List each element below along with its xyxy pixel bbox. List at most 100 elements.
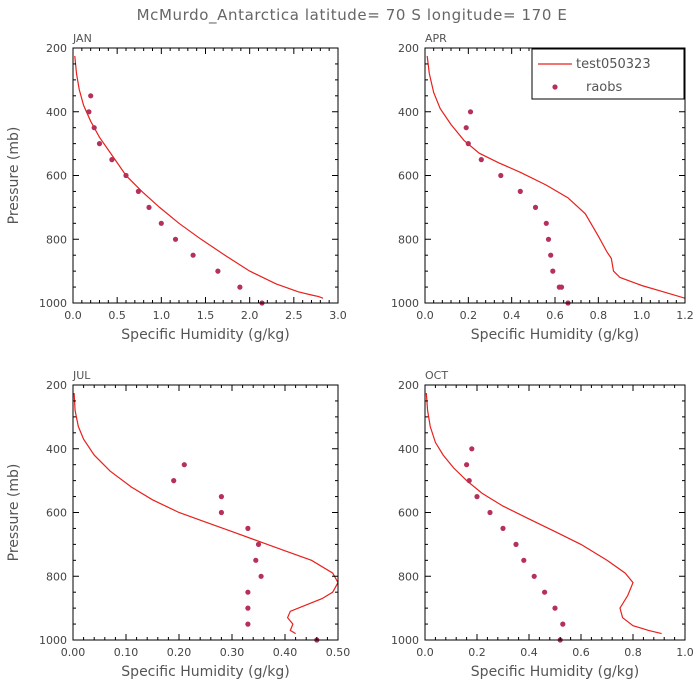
- obs-point: [465, 141, 471, 147]
- x-tick-label: 0.5: [108, 309, 126, 322]
- y-tick-label: 800: [46, 233, 67, 246]
- obs-point: [109, 157, 115, 163]
- x-tick-label: 1.0: [633, 309, 651, 322]
- obs-point: [474, 494, 480, 500]
- y-tick-label: 600: [46, 507, 67, 520]
- panel-apr: APR 0.0 0.2 0.4 0.6 0.8 1.0 1.2 200 400 600 800 1000…: [391, 32, 694, 343]
- x-tick-label: 1.2: [676, 309, 694, 322]
- y-tick-label: 400: [398, 443, 419, 456]
- obs-point: [123, 172, 129, 179]
- x-tick-label: 0.4: [503, 309, 521, 322]
- obs-point: [258, 573, 264, 579]
- x-tick-label: 0.10: [114, 646, 139, 659]
- legend-obs-swatch: [552, 84, 558, 90]
- obs-point: [91, 125, 97, 131]
- panel-title: JUL: [72, 369, 91, 382]
- panel-title: OCT: [425, 369, 448, 382]
- x-tick-label: 0.2: [460, 309, 478, 322]
- obs-point: [135, 188, 141, 194]
- y-tick-label: 200: [46, 379, 67, 392]
- panel-title: JAN: [72, 32, 92, 45]
- obs-point: [469, 446, 475, 452]
- obs-point: [464, 462, 470, 468]
- plot-frame: [424, 384, 686, 641]
- obs-point: [245, 621, 251, 627]
- y-tick-label: 1000: [39, 634, 67, 647]
- x-tick-label: 0.30: [220, 646, 245, 659]
- obs-point: [463, 125, 469, 131]
- obs-point: [550, 268, 556, 274]
- x-tick-label: 3.0: [329, 309, 347, 322]
- obs-point: [190, 252, 196, 258]
- x-tick-label: 0.50: [326, 646, 351, 659]
- y-tick-label: 200: [398, 42, 419, 55]
- x-tick-label: 0.20: [167, 646, 192, 659]
- x-tick-label: 0.0: [416, 646, 434, 659]
- obs-point: [215, 268, 221, 274]
- obs-point: [181, 462, 187, 468]
- y-tick-label: 800: [398, 233, 419, 246]
- plot-frame: [72, 384, 339, 641]
- x-tick-label: 0.0: [64, 309, 82, 322]
- y-axis-label: Pressure (mb): [6, 464, 22, 562]
- panels: JAN 0.0 0.5 1.0 1.5 2.0 2.5 3.0 200 400 600 800 1000…: [6, 32, 694, 680]
- obs-point: [498, 172, 504, 179]
- obs-point: [478, 157, 484, 163]
- x-tick-label: 0.00: [61, 646, 86, 659]
- y-tick-label: 400: [398, 106, 419, 119]
- y-tick-label: 800: [398, 570, 419, 583]
- y-tick-label: 600: [398, 170, 419, 183]
- y-axis-label: Pressure (mb): [6, 127, 22, 225]
- legend: test050323 raobs: [531, 48, 685, 100]
- panel-oct: OCT 0.0 0.2 0.4 0.6 0.8 1.0 200 400 600 800 1000 Spe…: [391, 369, 694, 680]
- obs-point: [560, 621, 566, 627]
- obs-point: [245, 605, 251, 611]
- obs-point: [86, 109, 92, 115]
- legend-box: [531, 48, 685, 100]
- legend-obs-label: raobs: [586, 80, 623, 95]
- obs-point: [96, 141, 103, 147]
- obs-point: [513, 541, 519, 548]
- obs-point: [545, 236, 552, 242]
- figure-title: McMurdo_Antarctica latitude= 70 S longit…: [137, 6, 568, 25]
- x-tick-label: 1.0: [153, 309, 171, 322]
- x-tick-label: 2.5: [285, 309, 303, 322]
- obs-point: [255, 541, 262, 548]
- x-axis-label: Specific Humidity (g/kg): [471, 664, 639, 680]
- x-tick-label: 1.0: [676, 646, 694, 659]
- y-tick-label: 1000: [39, 297, 67, 310]
- obs-point: [487, 509, 493, 516]
- x-tick-label: 0.8: [590, 309, 608, 322]
- panel-title: APR: [425, 32, 447, 45]
- plot-frame: [72, 47, 339, 304]
- x-tick-label: 0.8: [624, 646, 642, 659]
- obs-point: [253, 557, 259, 563]
- x-axis-label: Specific Humidity (g/kg): [121, 664, 289, 680]
- obs-point: [237, 284, 243, 290]
- x-tick-label: 0.6: [546, 309, 564, 322]
- y-tick-label: 600: [46, 170, 67, 183]
- obs-point: [532, 204, 539, 210]
- obs-point: [88, 93, 94, 99]
- obs-point: [521, 557, 527, 563]
- x-tick-label: 2.0: [241, 309, 259, 322]
- obs-point: [500, 525, 506, 532]
- obs-point: [466, 478, 472, 484]
- y-tick-label: 1000: [391, 297, 419, 310]
- obs-point: [218, 494, 224, 500]
- obs-point: [543, 220, 549, 226]
- y-tick-label: 800: [46, 570, 67, 583]
- y-tick-label: 200: [398, 379, 419, 392]
- x-tick-label: 1.5: [197, 309, 215, 322]
- model-line-jul: [73, 392, 338, 635]
- obs-point: [158, 220, 164, 226]
- obs-point: [517, 188, 523, 194]
- x-tick-label: 0.40: [273, 646, 298, 659]
- y-tick-label: 400: [46, 443, 67, 456]
- x-axis-label: Specific Humidity (g/kg): [121, 327, 289, 343]
- panel-jan: JAN 0.0 0.5 1.0 1.5 2.0 2.5 3.0 200 400 600 800 1000…: [6, 32, 347, 343]
- x-tick-label: 0.6: [572, 646, 590, 659]
- obs-point: [467, 109, 474, 115]
- obs-point: [218, 509, 224, 516]
